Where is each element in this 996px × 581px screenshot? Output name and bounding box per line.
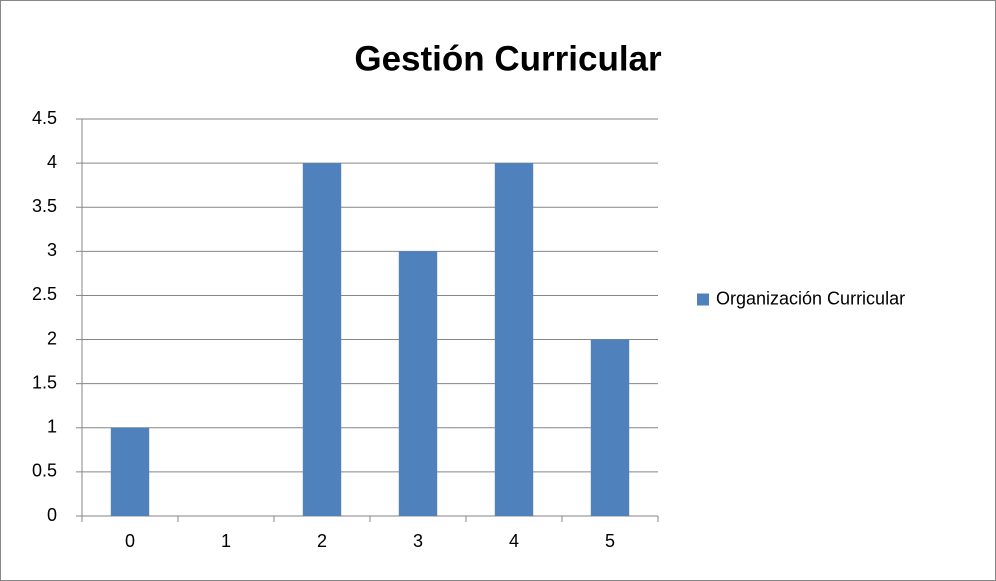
chart-title: Gestión Curricular xyxy=(354,39,662,78)
y-tick-label: 1.5 xyxy=(32,372,57,392)
y-tick-label: 3 xyxy=(47,240,57,260)
bar xyxy=(110,427,150,516)
y-tick-label: 0 xyxy=(47,505,57,525)
bar xyxy=(398,251,438,517)
y-tick-label: 2 xyxy=(47,328,57,348)
x-tick-label: 1 xyxy=(221,531,231,551)
legend-label: Organización Curricular xyxy=(716,288,905,308)
bar xyxy=(590,339,630,516)
x-tick-label: 5 xyxy=(605,531,615,551)
x-tick-label: 3 xyxy=(413,531,423,551)
legend-swatch xyxy=(697,293,709,306)
y-tick-label: 4.5 xyxy=(32,108,57,128)
y-tick-label: 3.5 xyxy=(32,196,57,216)
x-tick-label: 2 xyxy=(317,531,327,551)
y-tick-label: 1 xyxy=(47,417,57,437)
bar xyxy=(494,163,534,516)
bar xyxy=(302,163,342,516)
x-tick-label: 0 xyxy=(125,531,135,551)
x-tick-label: 4 xyxy=(509,531,519,551)
y-tick-label: 2.5 xyxy=(32,284,57,304)
y-tick-label: 0.5 xyxy=(32,461,57,481)
y-tick-label: 4 xyxy=(47,152,57,172)
